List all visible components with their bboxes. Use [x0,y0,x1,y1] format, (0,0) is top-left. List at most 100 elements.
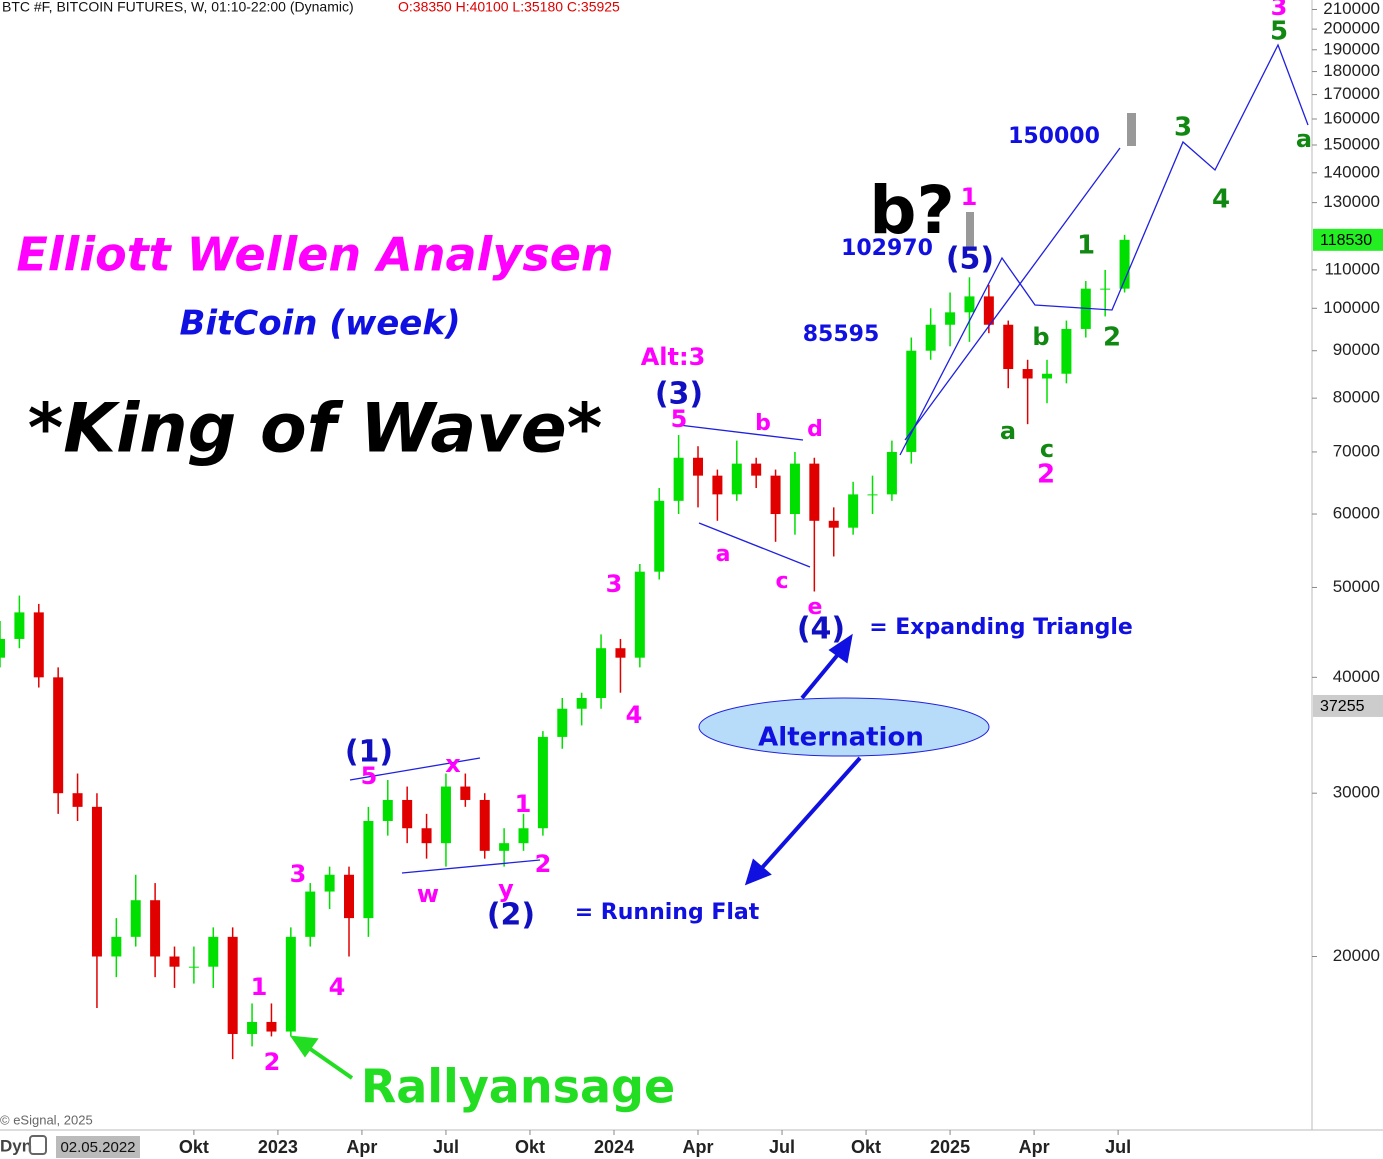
x-tick-label: Okt [515,1137,545,1157]
candle-body [14,612,25,639]
annotation: 102970 [841,236,933,261]
annotation: 3 [290,860,307,888]
candle-body [130,900,141,937]
annotation: = Expanding Triangle [869,615,1133,640]
candle-body [848,494,859,528]
annotation: 4 [1212,185,1230,215]
x-tick-label: Apr [346,1137,377,1157]
candle-body [266,1021,277,1032]
annotation: 3 [1174,113,1192,143]
y-tick-label: 90000 [1333,340,1380,359]
candle-body [537,736,548,829]
candle-body [460,786,471,800]
price-box [1313,228,1383,251]
annotation: a [1296,125,1312,153]
candle-body [53,677,64,794]
candle-body [111,936,122,957]
candle-body [169,956,180,967]
marker [1127,113,1136,146]
annotation: 3 [606,570,623,598]
annotations: Elliott Wellen Analysen BitCoin (week) *Ki… [16,0,1312,1114]
candle-body [1042,373,1053,379]
x-tick-label: 2025 [930,1137,970,1157]
candle-body [770,475,781,515]
header-ohlc: O:38350 H:40100 L:35180 C:35925 [398,0,620,15]
annotation: c [775,569,788,594]
candle-body [1003,324,1014,370]
y-tick-label: 60000 [1333,504,1380,523]
ellipse [698,697,990,757]
candle-body [673,457,684,501]
annotation: 4 [329,973,346,1001]
candle-body [421,828,432,844]
annotation: 2 [535,850,552,878]
annotation: (2) [487,898,535,933]
candle-body [964,296,975,313]
candle-body [654,500,665,572]
projection [899,43,1309,456]
annotation: 5 [1270,17,1288,47]
candle-body [867,494,878,496]
candle-body [557,708,568,737]
y-tick-label: 40000 [1333,667,1380,686]
annotation: (1) [345,735,393,770]
annotation: 1 [251,973,268,1001]
y-tick-label: 160000 [1323,108,1380,127]
candle-body [828,520,839,528]
cursor-date: 02.05.2022 [60,1139,135,1156]
candle-body [344,874,355,919]
lock-icon [29,1135,47,1155]
candle-body [576,697,587,709]
annotation: d [807,417,823,442]
x-tick-label: 2023 [258,1137,298,1157]
flat-line [349,757,481,781]
price-label: 118530 [1320,232,1372,249]
y-tick-label: 130000 [1323,192,1380,211]
candle-body [693,457,704,476]
y-tick-label: 110000 [1325,259,1380,278]
annotation: w [417,880,439,908]
price-label: 37255 [1320,698,1365,715]
annotation: b? [869,172,955,249]
candle-body [596,648,607,698]
annotation: b [755,411,771,436]
annotation: e [808,595,823,620]
header-title: BTC #F, BITCOIN FUTURES, W, 01:10-22:00 … [2,0,354,15]
arrows [744,633,862,886]
annotation: b [1032,323,1049,351]
annotation: 2 [1103,323,1121,353]
y-tick-label: 200000 [1323,19,1380,38]
y-tick-label: 100000 [1323,298,1380,317]
arrows [289,1035,354,1080]
candle-body [945,312,956,325]
annotation: y [498,875,514,903]
annotation: Elliott Wellen Analysen [16,228,613,282]
candle-body [731,463,742,495]
x-tick-label: Jul [433,1137,459,1157]
candle-body [1100,288,1111,290]
candle-body [0,638,5,658]
annotation: (3) [655,377,703,412]
annotation: (4) [797,612,845,647]
triangle-line [678,424,804,441]
arrow [800,650,842,700]
annotation: 2 [1037,460,1055,490]
candle-body [324,874,335,892]
annotation: *King of Wave* [28,390,603,469]
annotation: 2 [264,1048,281,1076]
y-tick-label: 80000 [1333,388,1380,407]
candle-body [33,612,44,678]
candle-body [150,900,161,957]
annotation: Alternation [758,723,924,753]
credit: © eSignal, 2025 [0,1112,93,1127]
candle-body [712,475,723,495]
annotation: 150000 [1008,124,1100,149]
annotation: 1 [961,183,978,211]
x-tick-label: Okt [179,1137,209,1157]
candle-body [906,350,917,452]
mode: Dyn [0,1136,32,1155]
arrow [758,756,862,872]
candle-body [518,828,529,844]
drawings [349,43,1309,874]
